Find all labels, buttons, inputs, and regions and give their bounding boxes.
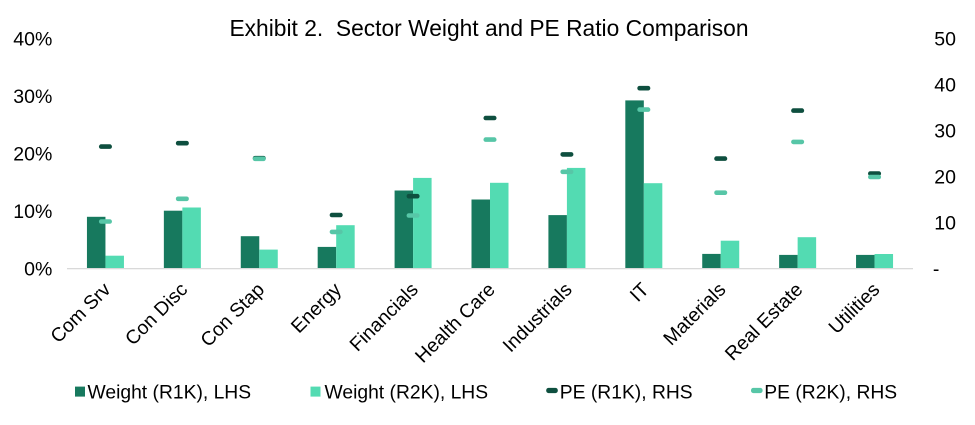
svg-text:Weight (R2K), LHS: Weight (R2K), LHS	[325, 382, 489, 403]
svg-text:Weight (R1K), LHS: Weight (R1K), LHS	[88, 382, 252, 403]
svg-text:10: 10	[934, 212, 956, 234]
svg-text:10%: 10%	[13, 201, 52, 223]
svg-text:40%: 40%	[13, 28, 52, 50]
svg-text:20: 20	[934, 166, 956, 188]
svg-text:30%: 30%	[13, 86, 52, 108]
svg-text:40: 40	[934, 74, 956, 96]
svg-text:PE (R1K), RHS: PE (R1K), RHS	[560, 382, 693, 403]
svg-text:Exhibit 2. Sector Weight and: Exhibit 2. Sector Weight and PE Ratio Co…	[229, 15, 748, 41]
svg-text:30: 30	[934, 120, 956, 142]
svg-text:PE (R2K), RHS: PE (R2K), RHS	[764, 382, 897, 403]
svg-text:20%: 20%	[13, 143, 52, 165]
svg-text:50: 50	[934, 28, 956, 50]
svg-text:-: -	[933, 258, 940, 280]
svg-text:0%: 0%	[24, 258, 52, 280]
